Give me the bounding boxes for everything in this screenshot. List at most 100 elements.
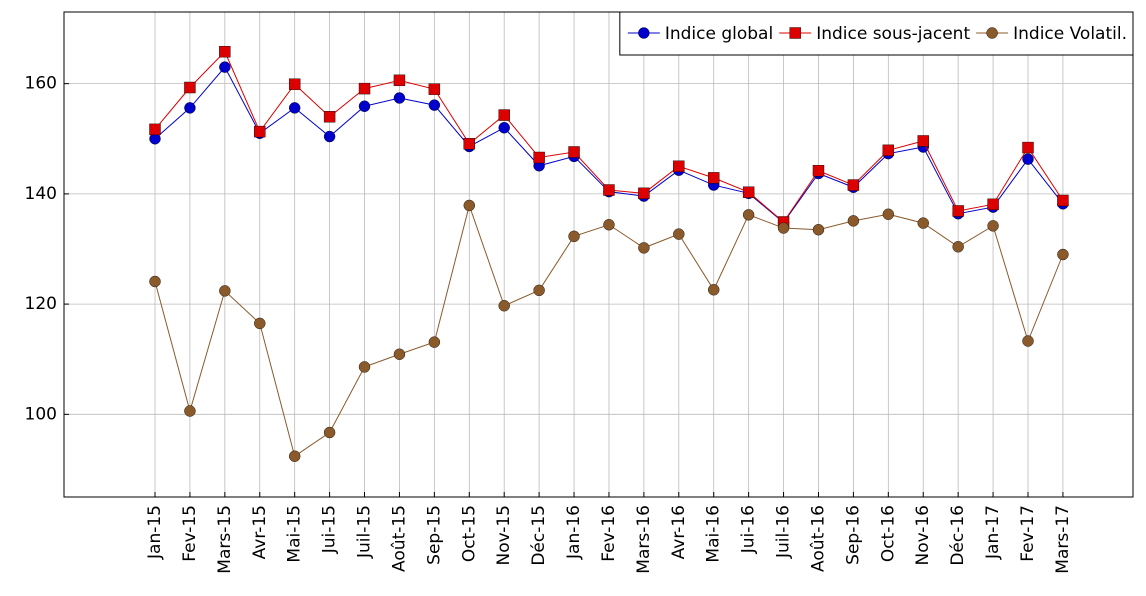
x-tick-label: Jui-16 [739,505,759,554]
marker [638,242,650,254]
marker [428,99,441,111]
marker [358,100,371,112]
marker [708,172,720,184]
marker [987,220,999,232]
x-tick-label: Avr-15 [250,505,270,559]
marker [812,165,825,177]
marker [789,27,801,39]
y-tick-label: 160 [25,74,57,94]
marker [1057,248,1069,261]
marker [847,215,860,227]
marker [952,241,964,253]
marker [498,122,510,134]
marker [254,317,266,330]
marker [219,285,231,297]
marker [708,284,720,296]
marker [498,300,510,312]
marker [673,228,685,240]
marker [917,217,929,229]
legend: Indice global Indice sous-jacent Indice Vo… [619,11,1134,56]
marker [742,209,755,221]
x-tick-label: Août-15 [389,505,409,572]
marker [1022,153,1034,165]
marker [463,138,475,150]
x-tick-label: Sep-15 [424,505,444,565]
legend-label: Indice global [665,24,773,44]
legend-label: Indice Volatil. [1013,24,1127,44]
marker [986,27,998,39]
legend-box [619,11,1134,56]
marker [184,102,196,114]
marker [288,102,301,114]
marker [149,275,161,288]
marker [358,82,371,95]
marker [219,45,231,58]
marker [777,222,790,234]
x-tick-label: Mai-15 [285,505,305,563]
x-tick-label: Jan-16 [564,505,584,560]
marker [882,144,895,157]
marker [603,219,615,231]
marker [673,160,685,173]
marker [428,83,441,95]
marker [742,186,755,198]
x-tick-label: Déc-15 [529,505,549,566]
marker [847,179,860,191]
x-tick-label: Oct-15 [459,505,479,562]
x-tick-label: Août-16 [808,505,828,572]
marker [184,81,196,94]
marker [568,146,580,158]
x-tick-label: Avr-16 [669,505,689,559]
marker [184,405,196,417]
marker [917,135,929,147]
marker [219,61,231,73]
marker [603,184,615,196]
marker [1022,141,1034,154]
marker [568,230,580,243]
plot-frame [63,11,1134,498]
x-tick-label: Mars-16 [634,505,654,574]
marker [952,205,964,217]
marker [1022,335,1034,347]
marker [288,78,301,90]
marker [254,125,266,138]
x-tick-label: Juil-15 [355,505,375,559]
x-tick-label: Déc-16 [948,505,968,566]
marker [1057,194,1069,207]
x-tick-label: Mars-17 [1053,505,1073,574]
x-tick-label: Oct-16 [878,505,898,562]
marker [533,284,545,297]
marker [323,130,336,143]
marker [393,74,406,87]
x-tick-label: Fev-17 [1018,505,1038,562]
marker [323,111,336,123]
marker [498,109,510,121]
marker [393,92,406,104]
marker [987,198,999,211]
legend-label: Indice sous-jacent [816,24,970,44]
y-tick-label: 100 [25,404,57,424]
x-tick-label: Mars-15 [215,505,235,574]
marker [358,361,371,373]
x-tick-label: Sep-16 [843,505,863,565]
marker [533,151,545,164]
marker [393,348,406,360]
marker [638,187,650,200]
marker [323,426,336,439]
marker [463,199,475,212]
x-tick-label: Jui-15 [320,505,340,554]
y-tick-label: 120 [25,294,57,314]
x-tick-label: Mai-16 [704,505,724,563]
marker [812,223,825,236]
x-tick-label: Fev-16 [599,505,619,562]
x-tick-label: Juil-16 [774,505,794,559]
marker [149,123,161,136]
marker [288,450,301,462]
y-tick-label: 140 [25,184,57,204]
x-tick-label: Fev-15 [180,505,200,562]
x-tick-label: Jan-17 [983,505,1003,560]
marker [638,27,650,39]
marker [428,336,441,348]
x-tick-label: Jan-15 [145,505,165,560]
